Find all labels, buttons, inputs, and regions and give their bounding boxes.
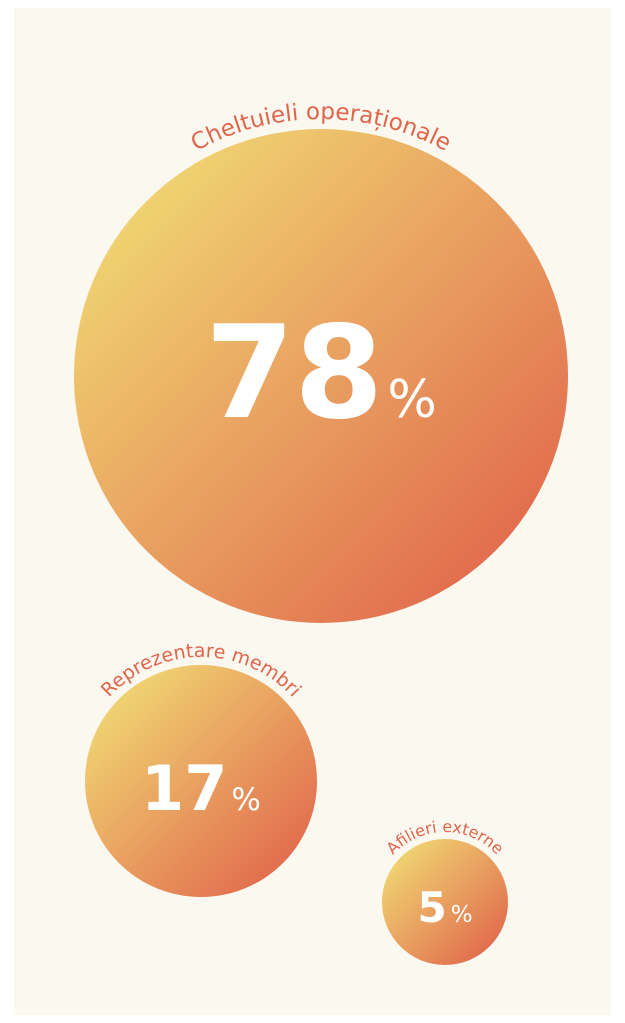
bubble-2-value: 17% [141,752,261,825]
bubble-1-value: 78% [205,299,437,448]
bubble-2: 17 %Reprezentare membri [85,640,317,897]
bubble-3-value: 5% [417,883,472,932]
bubble-2-circle [85,665,317,897]
bubble-1-circle [74,129,568,623]
bubble-1: 78%Cheltuieli operaționale [74,99,568,623]
bubble-3-circle [382,839,508,965]
bubble-3: 5 %Afilieri externe [382,817,508,965]
